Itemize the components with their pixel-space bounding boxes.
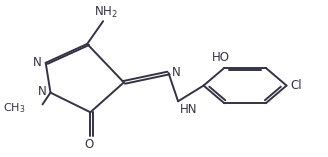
Text: HO: HO — [212, 51, 230, 64]
Text: O: O — [84, 138, 93, 151]
Text: Cl: Cl — [290, 79, 302, 92]
Text: N: N — [172, 66, 181, 79]
Text: HN: HN — [180, 103, 197, 116]
Text: NH$_2$: NH$_2$ — [94, 5, 118, 20]
Text: N: N — [33, 56, 42, 68]
Text: CH$_3$: CH$_3$ — [3, 101, 26, 115]
Text: N: N — [38, 85, 47, 98]
